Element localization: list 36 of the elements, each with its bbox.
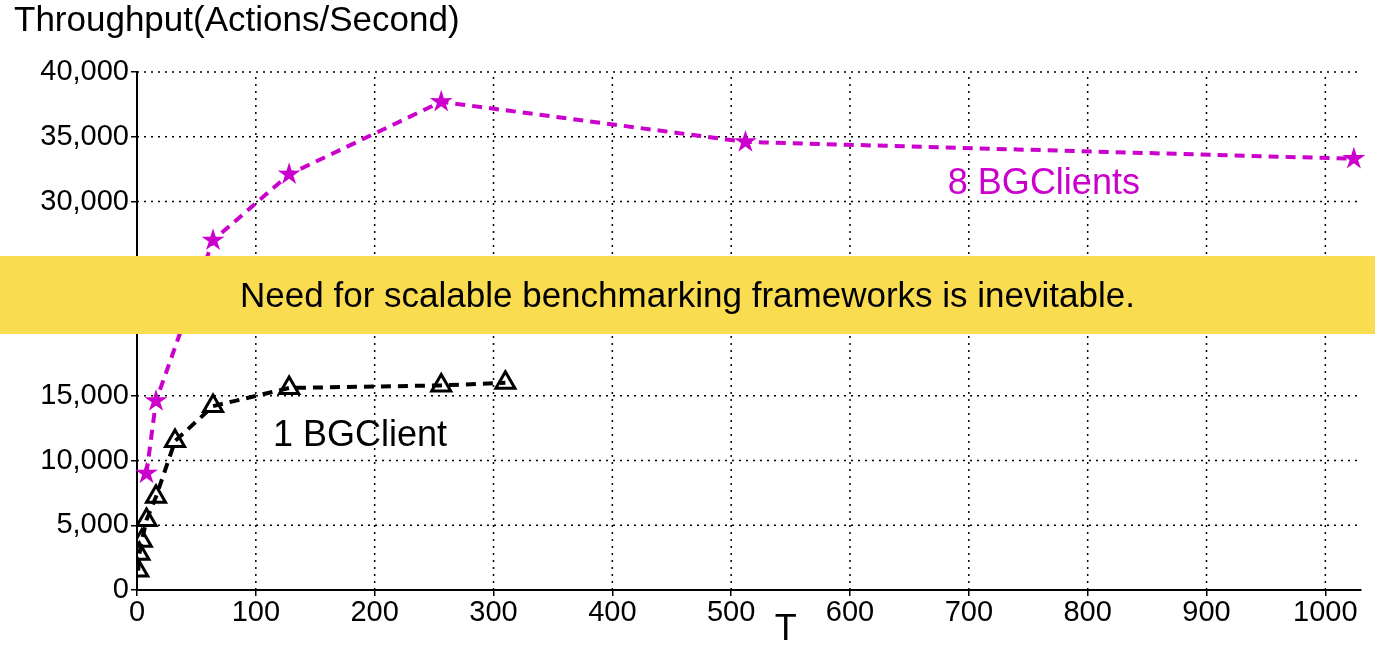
x-tick-label: 700 xyxy=(944,595,994,628)
x-tick-label: 100 xyxy=(231,595,281,628)
y-tick-label: 15,000 xyxy=(40,377,129,410)
y-tick-label: 30,000 xyxy=(40,183,129,216)
y-tick-label: 40,000 xyxy=(40,54,129,86)
point xyxy=(494,370,517,390)
series-label: 8 BGClients xyxy=(947,160,1140,202)
point xyxy=(135,461,158,484)
x-tick-label: 200 xyxy=(350,595,399,628)
point xyxy=(164,428,187,449)
x-axis-title: T xyxy=(774,606,797,648)
y-tick-label: 5,000 xyxy=(56,507,129,540)
y-tick-label: 35,000 xyxy=(40,118,129,151)
point xyxy=(202,393,225,414)
point xyxy=(430,372,453,393)
point xyxy=(734,129,757,152)
x-tick-label: 800 xyxy=(1063,595,1112,628)
text-banner: Need for scalable benchmarking frameworks is inevitable. xyxy=(0,256,1375,334)
y-tick-label: 0 xyxy=(112,572,129,604)
point xyxy=(144,388,168,411)
point xyxy=(429,89,453,112)
x-tick-label: 900 xyxy=(1182,595,1231,628)
x-tick-label: 500 xyxy=(706,595,756,628)
y-axis-title: Throughput(Actions/Second) xyxy=(14,0,460,39)
x-tick-label: 300 xyxy=(469,595,518,628)
series-label: 1 BGClient xyxy=(273,413,448,455)
point xyxy=(137,507,158,528)
x-tick-label: 600 xyxy=(825,595,875,628)
point xyxy=(201,228,225,251)
point xyxy=(144,484,168,504)
y-tick-label: 10,000 xyxy=(40,442,129,475)
point xyxy=(277,162,301,185)
x-tick-label: 1000 xyxy=(1293,595,1358,628)
point xyxy=(278,375,301,395)
point xyxy=(1342,146,1366,169)
x-tick-label: 400 xyxy=(588,595,637,628)
